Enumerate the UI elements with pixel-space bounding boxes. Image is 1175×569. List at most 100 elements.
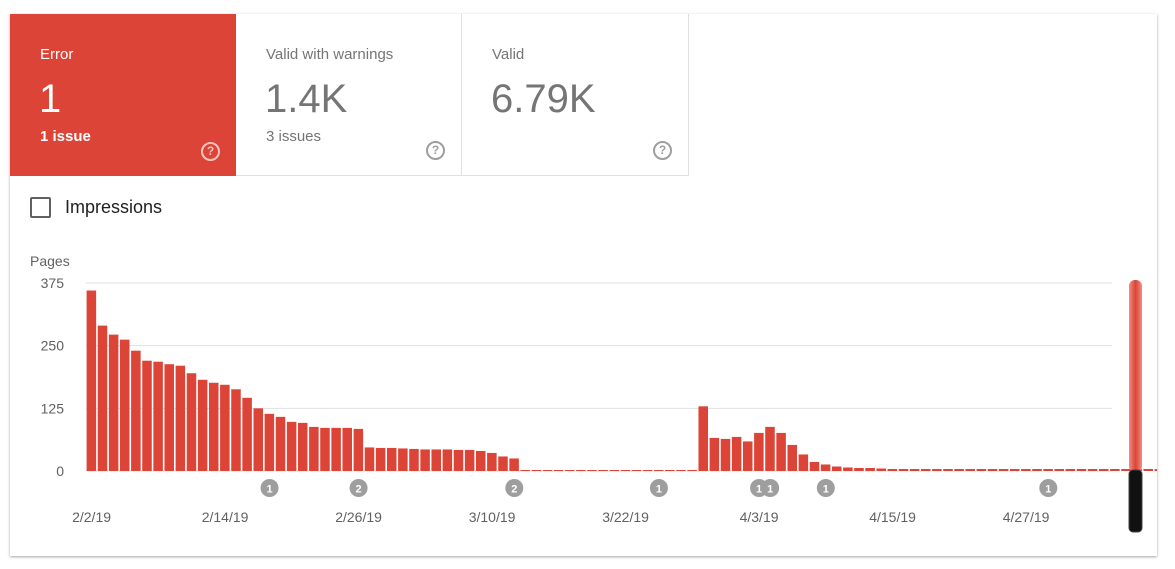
bar xyxy=(576,470,586,471)
bar xyxy=(297,422,308,471)
bar xyxy=(843,467,853,471)
help-icon[interactable]: ? xyxy=(426,141,445,160)
annotation-label: 1 xyxy=(267,484,273,496)
bar xyxy=(464,449,475,471)
x-tick-label: 4/27/19 xyxy=(1003,509,1050,525)
bar xyxy=(709,437,720,471)
y-tick-label: 250 xyxy=(41,338,65,354)
bar xyxy=(765,426,775,471)
bar xyxy=(1154,468,1157,471)
annotation-marker xyxy=(1039,479,1058,497)
bar xyxy=(164,364,174,471)
bar xyxy=(653,470,664,471)
bar xyxy=(954,468,964,471)
x-tick-label: 2/26/19 xyxy=(335,509,382,525)
bar xyxy=(520,470,530,471)
impressions-toggle[interactable]: Impressions xyxy=(30,197,162,218)
bar xyxy=(342,427,352,471)
bar xyxy=(531,470,542,471)
bar xyxy=(264,413,275,471)
bar xyxy=(742,441,753,471)
bar xyxy=(398,448,408,471)
annotation-marker xyxy=(816,479,835,497)
bar xyxy=(220,384,230,471)
bar xyxy=(876,468,886,471)
annotation-label: 2 xyxy=(511,484,517,496)
x-tick-label: 2/14/19 xyxy=(202,509,249,525)
bar xyxy=(620,470,631,471)
bar xyxy=(175,365,186,471)
bar xyxy=(698,406,708,471)
bar xyxy=(809,461,820,471)
bar xyxy=(186,373,197,471)
bar xyxy=(854,467,864,471)
bar xyxy=(509,458,519,471)
bar xyxy=(498,456,508,471)
tile-valid[interactable]: Valid 6.79K ? xyxy=(462,14,689,176)
bar xyxy=(1087,468,1098,471)
impressions-checkbox[interactable] xyxy=(30,197,51,218)
range-slider-track[interactable] xyxy=(1129,280,1142,472)
help-icon[interactable]: ? xyxy=(201,142,220,161)
bar xyxy=(731,436,742,471)
bar xyxy=(553,470,564,471)
bar xyxy=(1076,468,1087,471)
bar xyxy=(242,397,252,471)
tile-error[interactable]: Error 1 1 issue ? xyxy=(10,14,236,176)
y-axis-label: Pages xyxy=(30,253,70,269)
bar xyxy=(976,468,987,471)
bar xyxy=(564,470,575,471)
x-tick-label: 3/22/19 xyxy=(602,509,649,525)
tile-warnings-label: Valid with warnings xyxy=(266,46,394,63)
bar xyxy=(320,427,330,471)
tile-valid-label: Valid xyxy=(492,46,525,63)
bar xyxy=(987,468,998,471)
bar xyxy=(642,470,653,471)
bar xyxy=(1021,468,1031,471)
bar xyxy=(598,470,608,471)
bar xyxy=(676,470,686,471)
bar xyxy=(453,449,464,471)
help-icon[interactable]: ? xyxy=(653,141,672,160)
tile-warnings-value: 1.4K xyxy=(265,77,348,121)
bar xyxy=(97,325,108,471)
bar xyxy=(409,448,419,471)
bar xyxy=(998,468,1009,471)
bar xyxy=(1110,468,1120,471)
bar xyxy=(542,470,553,471)
tile-valid-with-warnings[interactable]: Valid with warnings 1.4K 3 issues ? xyxy=(236,14,462,176)
bar xyxy=(920,468,931,471)
bar xyxy=(119,339,130,471)
bar xyxy=(887,468,898,471)
bar xyxy=(231,389,241,471)
annotation-label: 1 xyxy=(756,484,762,496)
bar xyxy=(1121,468,1131,471)
annotation-marker xyxy=(649,479,668,497)
bar xyxy=(1032,468,1042,471)
bar xyxy=(587,470,597,471)
bar xyxy=(1009,468,1020,471)
bar xyxy=(1054,468,1064,471)
bar xyxy=(142,360,152,471)
bar xyxy=(831,466,842,471)
tile-valid-value: 6.79K xyxy=(491,77,596,121)
bar xyxy=(286,421,297,471)
tile-error-issues: 1 issue xyxy=(40,128,91,145)
annotation-marker xyxy=(505,479,524,497)
range-slider-handle[interactable] xyxy=(1128,469,1143,533)
tile-error-label: Error xyxy=(40,46,74,63)
bar xyxy=(865,467,875,471)
bar xyxy=(1065,468,1076,471)
bar xyxy=(364,447,375,471)
bar xyxy=(431,449,441,471)
bar xyxy=(475,450,486,471)
bar xyxy=(309,426,319,471)
bar xyxy=(932,468,942,471)
x-tick-label: 4/3/19 xyxy=(740,509,779,525)
y-tick-label: 0 xyxy=(56,463,64,479)
bar xyxy=(420,449,430,471)
bar xyxy=(108,334,119,471)
bar xyxy=(609,470,619,471)
bar xyxy=(331,427,341,471)
